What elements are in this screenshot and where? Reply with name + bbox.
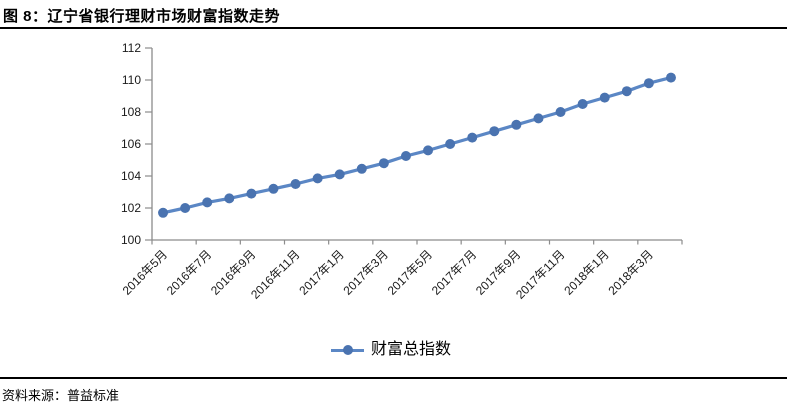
series-marker xyxy=(621,86,632,97)
series-marker xyxy=(445,139,456,149)
x-axis-tick-label: 2018年1月 xyxy=(561,247,611,297)
series-marker xyxy=(533,113,544,124)
series-marker xyxy=(356,163,367,174)
chart-legend: 财富总指数 xyxy=(331,342,451,358)
source-bar: 资料来源：普益标准 xyxy=(0,377,787,405)
x-axis-tick-label: 2016年7月 xyxy=(164,247,214,297)
series-marker xyxy=(158,207,169,218)
series-marker xyxy=(423,145,434,156)
y-axis-tick-label: 102 xyxy=(121,201,141,215)
y-axis-tick-label: 100 xyxy=(121,233,141,247)
figure-title-bar: 图 8：辽宁省银行理财市场财富指数走势 xyxy=(0,0,787,29)
legend-series-label: 财富总指数 xyxy=(371,341,452,358)
x-axis-tick-label: 2017年1月 xyxy=(296,247,346,297)
x-axis-tick-label: 2017年3月 xyxy=(341,247,391,297)
series-marker xyxy=(378,158,389,169)
figure-title: 图 8：辽宁省银行理财市场财富指数走势 xyxy=(3,8,281,25)
x-axis-tick-label: 2016年5月 xyxy=(120,247,170,297)
series-marker xyxy=(665,72,676,83)
series-marker xyxy=(224,193,235,204)
x-axis-tick-label: 2018年3月 xyxy=(606,247,656,297)
series-marker xyxy=(467,132,478,143)
x-axis-tick-label: 2017年7月 xyxy=(429,247,479,297)
series-marker xyxy=(489,126,500,137)
x-axis-tick-label: 2017年5月 xyxy=(385,247,435,297)
series-marker xyxy=(180,203,191,213)
series-marker xyxy=(334,169,345,180)
series-marker xyxy=(246,188,257,199)
series-marker xyxy=(400,151,411,161)
source-text: 资料来源：普益标准 xyxy=(2,388,120,403)
series-marker xyxy=(511,119,522,130)
series-marker xyxy=(555,107,566,117)
series-marker xyxy=(599,92,610,103)
series-marker xyxy=(577,99,588,109)
legend-line-marker-icon xyxy=(331,345,364,356)
y-axis-tick-label: 110 xyxy=(122,73,141,87)
series-marker xyxy=(202,197,213,208)
y-axis-tick-label: 108 xyxy=(121,105,141,119)
y-axis-tick-label: 106 xyxy=(121,137,141,151)
wealth-index-chart: 1001021041061081101122016年5月2016年7月2016年… xyxy=(120,41,683,302)
y-axis-tick-label: 112 xyxy=(122,41,141,55)
series-line xyxy=(161,75,673,215)
series-marker xyxy=(290,179,301,189)
series-marker xyxy=(268,183,279,194)
y-axis-tick-label: 104 xyxy=(121,169,141,183)
legend-dot-icon xyxy=(342,345,353,355)
series-marker xyxy=(643,78,654,89)
series-marker xyxy=(312,173,323,184)
